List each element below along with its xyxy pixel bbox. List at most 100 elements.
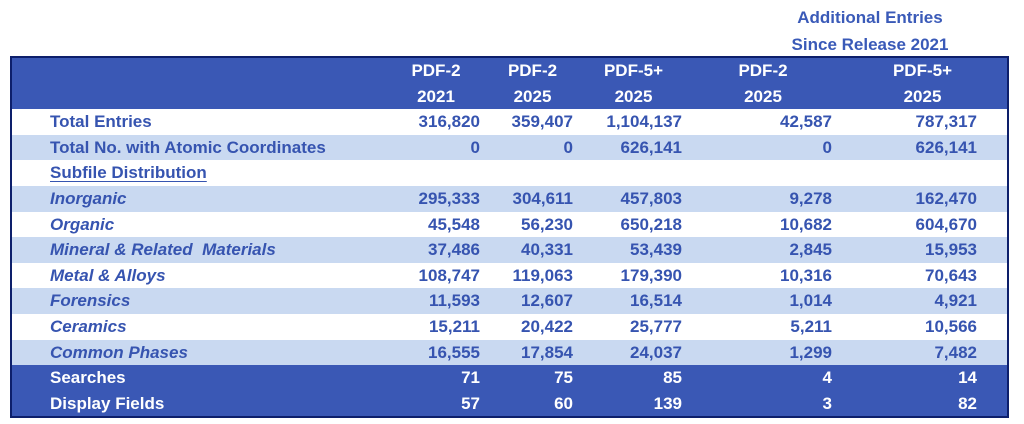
table-row-mineral: Mineral & Related Materials 37,486 40,33… (11, 237, 1008, 263)
cell: 60 (486, 390, 579, 418)
cell: 71 (386, 365, 486, 391)
header-col-3-line-2: 2025 (579, 83, 688, 110)
cell: 1,104,137 (579, 109, 688, 135)
cell: 85 (579, 365, 688, 391)
cell: 604,670 (838, 211, 1008, 238)
additional-heading-line-1: Additional Entries (797, 8, 943, 27)
cell: 0 (386, 134, 486, 161)
header-empty-cell (11, 83, 386, 110)
cell: 70,643 (838, 262, 1008, 289)
cell: 108,747 (386, 262, 486, 289)
table-row-atomic-coordinates: Total No. with Atomic Coordinates 0 0 62… (11, 134, 1008, 161)
cell: 10,316 (688, 262, 838, 289)
header-col-4-line-1: PDF-2 (688, 57, 838, 84)
cell: 17,854 (486, 339, 579, 366)
row-label: Forensics (11, 288, 386, 314)
cell: 787,317 (838, 109, 1008, 135)
row-label: Mineral & Related Materials (11, 237, 386, 263)
table-row-searches: Searches 71 75 85 4 14 (11, 365, 1008, 391)
cell: 139 (579, 390, 688, 418)
header-empty-cell (11, 57, 386, 84)
cell: 75 (486, 365, 579, 391)
cell: 119,063 (486, 262, 579, 289)
header-col-2-line-2: 2025 (486, 83, 579, 110)
cell: 7,482 (838, 339, 1008, 366)
header-col-4-line-2: 2025 (688, 83, 838, 110)
cell: 15,211 (386, 313, 486, 340)
cell: 316,820 (386, 109, 486, 135)
cell: 15,953 (838, 237, 1008, 263)
empty-cell (579, 160, 688, 186)
row-label: Total Entries (11, 109, 386, 135)
cell: 56,230 (486, 211, 579, 238)
cell: 20,422 (486, 313, 579, 340)
cell: 11,593 (386, 288, 486, 314)
table-row-common-phases: Common Phases 16,555 17,854 24,037 1,299… (11, 339, 1008, 366)
cell: 53,439 (579, 237, 688, 263)
row-label: Ceramics (11, 313, 386, 340)
cell: 25,777 (579, 313, 688, 340)
cell: 179,390 (579, 262, 688, 289)
header-col-5-line-1: PDF-5+ (838, 57, 1008, 84)
cell: 24,037 (579, 339, 688, 366)
cell: 650,218 (579, 211, 688, 238)
cell: 10,682 (688, 211, 838, 238)
table-row-subfile-heading: Subfile Distribution (11, 160, 1008, 186)
table-row-display-fields: Display Fields 57 60 139 3 82 (11, 390, 1008, 418)
table-row-metal-alloys: Metal & Alloys 108,747 119,063 179,390 1… (11, 262, 1008, 289)
cell: 16,555 (386, 339, 486, 366)
empty-cell (688, 160, 838, 186)
cell: 0 (486, 134, 579, 161)
cell: 457,803 (579, 185, 688, 212)
row-label: Display Fields (11, 390, 386, 418)
cell: 0 (688, 134, 838, 161)
empty-cell (486, 160, 579, 186)
empty-cell (386, 160, 486, 186)
cell: 626,141 (838, 134, 1008, 161)
table-row-organic: Organic 45,548 56,230 650,218 10,682 604… (11, 211, 1008, 238)
header-col-2-line-1: PDF-2 (486, 57, 579, 84)
cell: 57 (386, 390, 486, 418)
empty-cell (838, 160, 1008, 186)
row-label: Organic (11, 211, 386, 238)
cell: 5,211 (688, 313, 838, 340)
cell: 304,611 (486, 185, 579, 212)
cell: 45,548 (386, 211, 486, 238)
cell: 37,486 (386, 237, 486, 263)
header-col-3-line-1: PDF-5+ (579, 57, 688, 84)
header-row-1: PDF-2 PDF-2 PDF-5+ PDF-2 PDF-5+ (11, 57, 1008, 84)
row-label: Total No. with Atomic Coordinates (11, 134, 386, 161)
row-label: Common Phases (11, 339, 386, 366)
cell: 9,278 (688, 185, 838, 212)
header-col-1-line-2: 2021 (386, 83, 486, 110)
cell: 162,470 (838, 185, 1008, 212)
cell: 626,141 (579, 134, 688, 161)
cell: 42,587 (688, 109, 838, 135)
cell: 295,333 (386, 185, 486, 212)
cell: 40,331 (486, 237, 579, 263)
table-row-inorganic: Inorganic 295,333 304,611 457,803 9,278 … (11, 185, 1008, 212)
header-row-2: 2021 2025 2025 2025 2025 (11, 83, 1008, 110)
subfile-distribution-heading: Subfile Distribution (11, 160, 386, 186)
table-row-forensics: Forensics 11,593 12,607 16,514 1,014 4,9… (11, 288, 1008, 314)
cell: 10,566 (838, 313, 1008, 340)
cell: 16,514 (579, 288, 688, 314)
cell: 1,299 (688, 339, 838, 366)
row-label: Inorganic (11, 185, 386, 212)
cell: 82 (838, 390, 1008, 418)
header-col-1-line-1: PDF-2 (386, 57, 486, 84)
cell: 1,014 (688, 288, 838, 314)
cell: 12,607 (486, 288, 579, 314)
subfile-heading-text: Subfile Distribution (50, 163, 207, 183)
header-col-5-line-2: 2025 (838, 83, 1008, 110)
additional-heading-line-2: Since Release 2021 (791, 35, 949, 54)
cell: 3 (688, 390, 838, 418)
cell: 4,921 (838, 288, 1008, 314)
cell: 4 (688, 365, 838, 391)
statistics-table: PDF-2 PDF-2 PDF-5+ PDF-2 PDF-5+ 2021 202… (10, 56, 1009, 419)
row-label: Metal & Alloys (11, 262, 386, 289)
table-row-ceramics: Ceramics 15,211 20,422 25,777 5,211 10,5… (11, 313, 1008, 340)
cell: 14 (838, 365, 1008, 391)
cell: 359,407 (486, 109, 579, 135)
row-label: Searches (11, 365, 386, 391)
